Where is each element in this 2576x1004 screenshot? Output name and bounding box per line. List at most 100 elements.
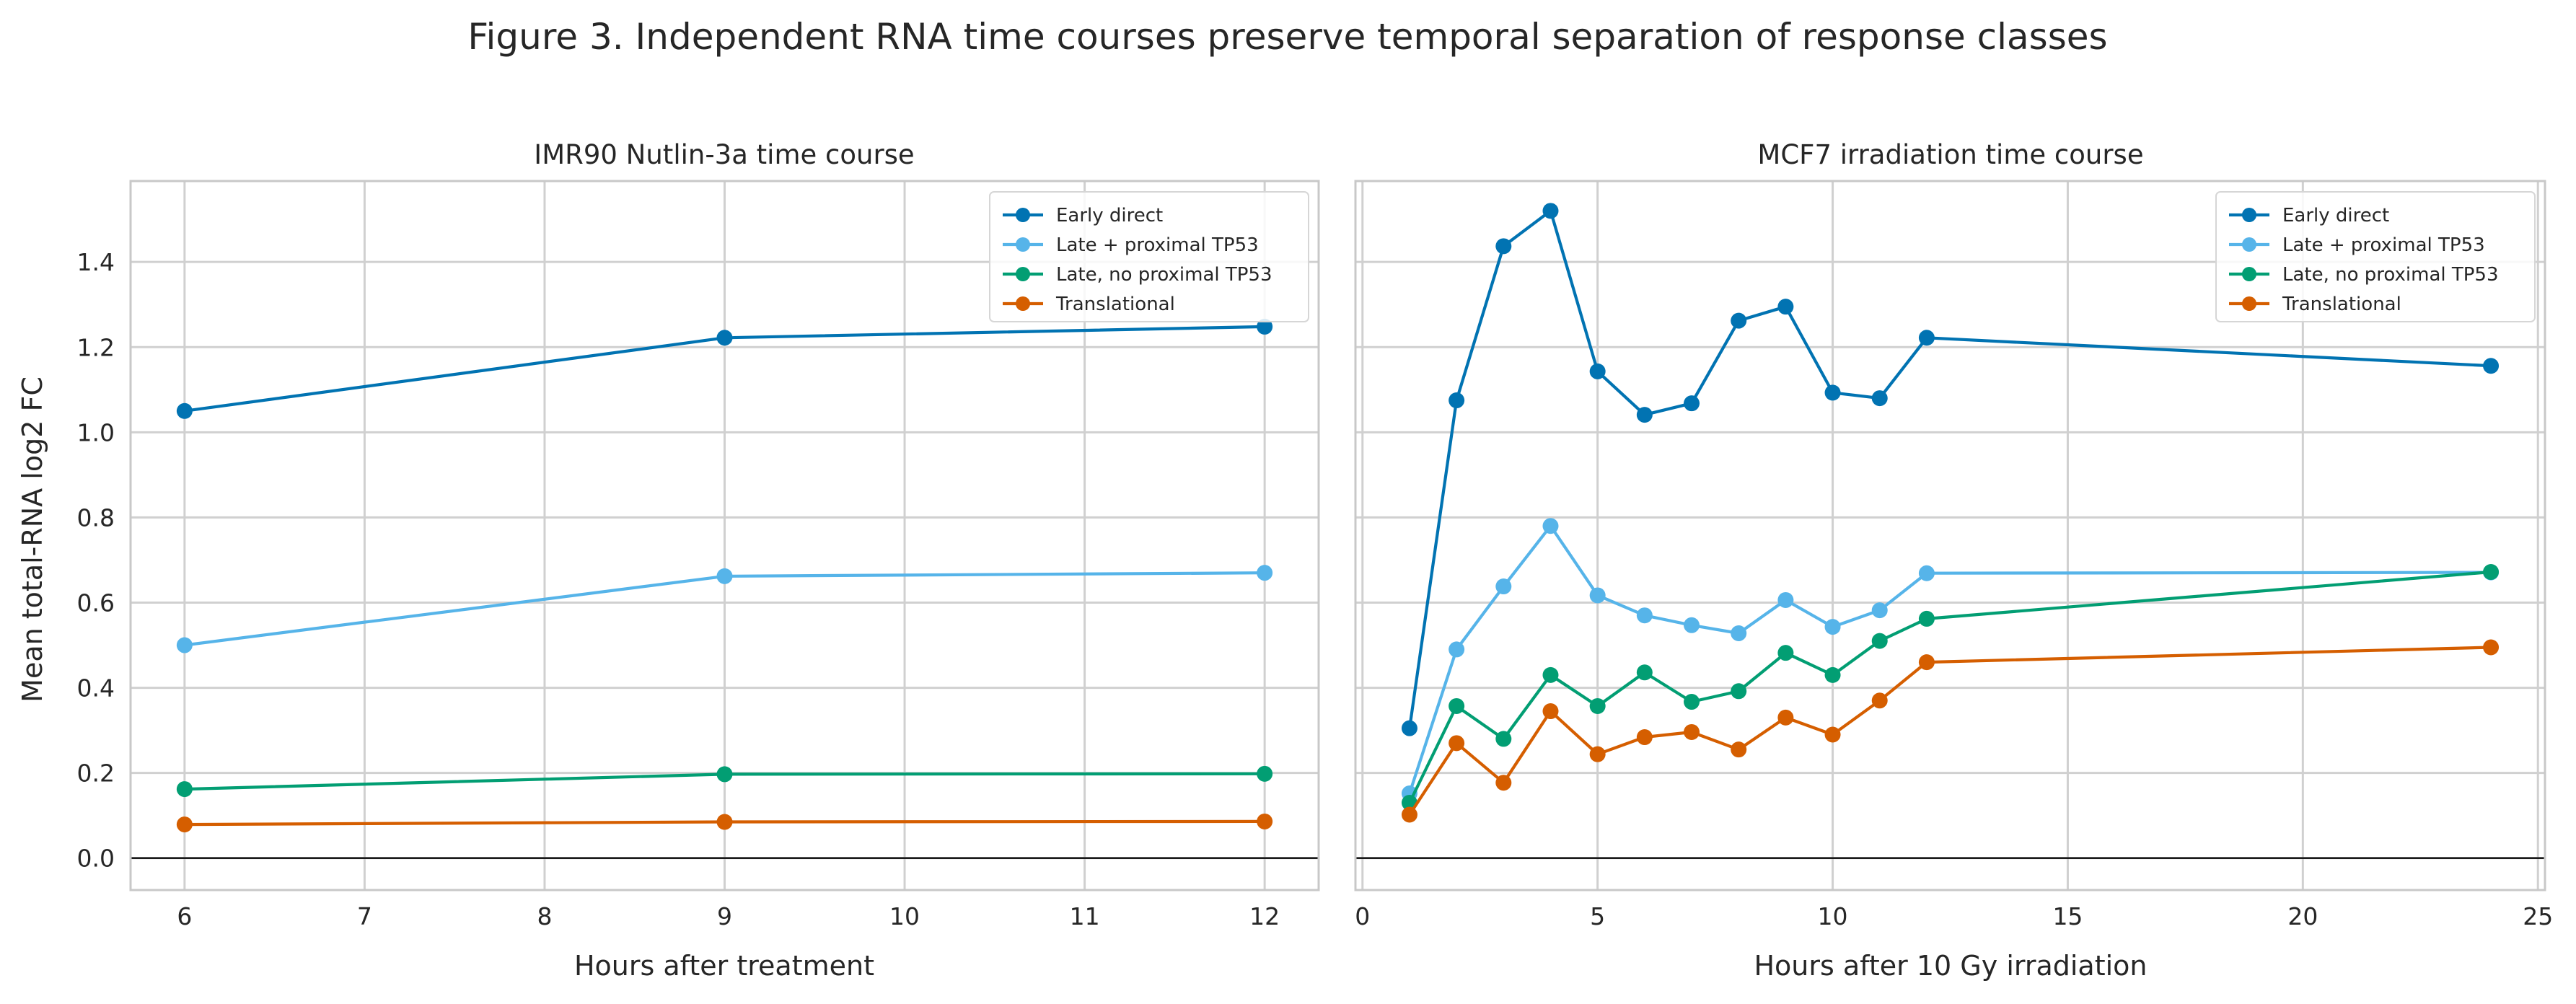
data-point-imr90-1-2: [1257, 565, 1273, 581]
data-point-mcf7-0-3: [1542, 203, 1559, 219]
data-point-mcf7-2-7: [1731, 683, 1747, 700]
plot-imr90: 6 7 8 9 10 11 12 0.0 0.2 0.4 0.6 0.8 1.0 1.2 1.4 Early …: [77, 180, 1320, 930]
legend-item-imr90-1: Late + proximal TP53: [1003, 234, 1259, 256]
x-tick-label-imr90-0: 6: [177, 902, 192, 930]
data-point-mcf7-0-7: [1731, 312, 1747, 329]
data-point-imr90-2-2: [1257, 765, 1273, 782]
data-point-mcf7-1-1: [1449, 641, 1465, 658]
plot-mcf7: 0 5 10 15 20 25 Early direct Late + proximal TP…: [1354, 180, 2553, 930]
data-point-mcf7-3-8: [1777, 709, 1794, 726]
legend-swatch-marker-imr90-2: [1016, 267, 1030, 281]
data-point-mcf7-0-9: [1824, 384, 1841, 401]
x-tick-label-mcf7-1: 5: [1590, 902, 1605, 930]
x-tick-label-imr90-1: 7: [357, 902, 372, 930]
data-point-mcf7-2-3: [1542, 666, 1559, 683]
plot-frame-mcf7: [1354, 180, 2546, 891]
legend-item-mcf7-1: Late + proximal TP53: [2229, 234, 2485, 256]
data-point-mcf7-1-3: [1542, 518, 1559, 534]
panel-mcf7: MCF7 irradiation time course 0 5 10 15 20 25 E…: [1354, 139, 2553, 982]
legend-swatch-marker-imr90-1: [1016, 237, 1030, 252]
data-point-mcf7-3-6: [1684, 723, 1700, 740]
data-point-mcf7-2-10: [1871, 633, 1888, 649]
data-point-mcf7-2-4: [1589, 697, 1606, 714]
data-point-imr90-2-1: [716, 766, 733, 783]
data-point-mcf7-3-5: [1636, 729, 1653, 746]
series-imr90-1: [176, 565, 1273, 653]
data-point-mcf7-0-1: [1449, 392, 1465, 409]
data-point-mcf7-0-4: [1589, 363, 1606, 379]
x-tick-label-mcf7-0: 0: [1355, 902, 1370, 930]
data-point-mcf7-3-12: [2483, 639, 2500, 656]
data-point-mcf7-3-10: [1871, 692, 1888, 709]
legend-label-imr90-2: Late, no proximal TP53: [1056, 264, 1272, 286]
x-tick-label-imr90-6: 12: [1249, 902, 1280, 930]
legend-box-imr90: [989, 191, 1309, 322]
data-point-mcf7-1-11: [1918, 565, 1935, 581]
data-point-mcf7-2-5: [1636, 664, 1653, 681]
data-point-mcf7-1-8: [1777, 591, 1794, 608]
x-tick-label-imr90-5: 11: [1070, 902, 1100, 930]
legend-swatch-marker-mcf7-2: [2242, 267, 2256, 281]
series-imr90-3: [176, 813, 1273, 833]
x-axis-label-imr90: Hours after treatment: [574, 950, 874, 982]
data-point-mcf7-0-5: [1636, 407, 1653, 423]
data-point-imr90-1-1: [716, 568, 733, 584]
x-tick-label-mcf7-2: 10: [1818, 902, 1848, 930]
data-point-mcf7-1-6: [1684, 617, 1700, 633]
legend-label-mcf7-2: Late, no proximal TP53: [2282, 264, 2499, 286]
x-tick-label-mcf7-4: 20: [2287, 902, 2318, 930]
data-point-mcf7-3-3: [1542, 703, 1559, 720]
data-point-mcf7-1-10: [1871, 602, 1888, 619]
data-point-imr90-2-0: [176, 781, 193, 798]
y-tick-label-4: 0.8: [77, 503, 115, 532]
data-point-imr90-3-0: [176, 816, 193, 833]
data-point-mcf7-0-10: [1871, 390, 1888, 407]
y-tick-label-2: 0.4: [77, 674, 115, 703]
legend-swatch-marker-mcf7-0: [2242, 208, 2256, 222]
legend-swatch-marker-mcf7-1: [2242, 237, 2256, 252]
data-point-mcf7-3-2: [1495, 775, 1512, 791]
data-point-mcf7-2-8: [1777, 645, 1794, 661]
legend-swatch-marker-imr90-0: [1016, 208, 1030, 222]
legend-label-mcf7-0: Early direct: [2282, 205, 2389, 226]
data-point-mcf7-2-9: [1824, 666, 1841, 683]
legend-imr90: Early direct Late + proximal TP53 Late, no…: [989, 191, 1309, 322]
data-point-mcf7-1-5: [1636, 607, 1653, 624]
data-point-imr90-0-0: [176, 402, 193, 419]
legend-swatch-marker-imr90-3: [1016, 296, 1030, 311]
data-point-imr90-0-2: [1257, 318, 1273, 335]
data-point-mcf7-2-12: [2483, 563, 2500, 580]
data-point-mcf7-3-11: [1918, 654, 1935, 671]
y-axis-label: Mean total-RNA log2 FC: [17, 376, 48, 703]
data-point-mcf7-2-1: [1449, 697, 1465, 714]
data-point-imr90-1-0: [176, 637, 193, 653]
data-point-mcf7-0-11: [1918, 330, 1935, 346]
series-imr90-0: [176, 318, 1273, 419]
x-axis-label-mcf7: Hours after 10 Gy irradiation: [1754, 950, 2147, 982]
series-mcf7-3: [1401, 639, 2500, 823]
y-tick-label-0: 0.0: [77, 845, 115, 873]
data-point-mcf7-0-6: [1684, 395, 1700, 412]
data-point-mcf7-2-6: [1684, 694, 1700, 710]
data-point-mcf7-3-0: [1401, 806, 1417, 823]
data-point-mcf7-2-11: [1918, 610, 1935, 627]
legend-box-mcf7: [2215, 191, 2536, 322]
legend-swatch-marker-mcf7-3: [2242, 296, 2256, 311]
y-tick-label-7: 1.4: [77, 248, 115, 276]
data-point-mcf7-3-9: [1824, 726, 1841, 743]
y-tick-label-3: 0.6: [77, 589, 115, 617]
data-point-mcf7-3-7: [1731, 741, 1747, 758]
x-tick-label-imr90-4: 10: [889, 902, 920, 930]
series-mcf7-0: [1401, 203, 2500, 736]
legend-item-imr90-0: Early direct: [1003, 205, 1163, 226]
data-point-imr90-3-2: [1257, 813, 1273, 829]
data-point-imr90-3-1: [716, 814, 733, 830]
data-point-imr90-0-1: [716, 330, 733, 346]
legend-label-imr90-0: Early direct: [1056, 205, 1163, 226]
data-point-mcf7-0-8: [1777, 299, 1794, 315]
figure-title: Figure 3. Independent RNA time courses p…: [467, 16, 2107, 58]
series-imr90-2: [176, 765, 1273, 798]
data-point-mcf7-3-4: [1589, 746, 1606, 762]
data-point-mcf7-1-7: [1731, 625, 1747, 641]
